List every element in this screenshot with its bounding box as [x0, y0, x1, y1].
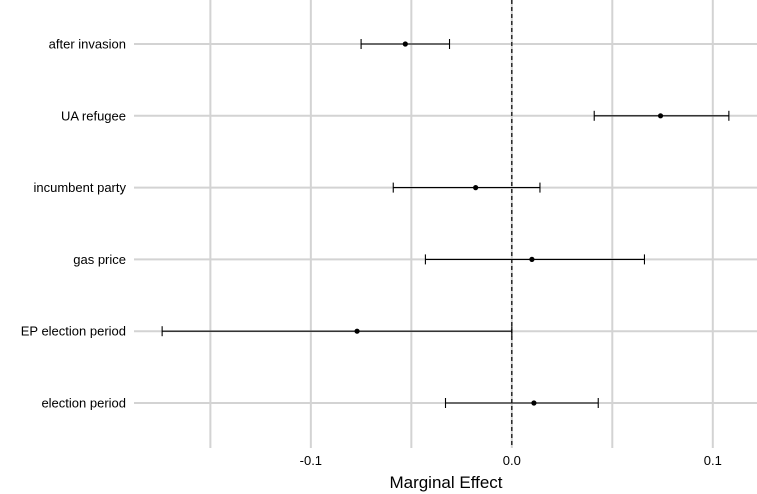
x-tick-label: 0.1 — [704, 453, 722, 468]
y-tick-label: incumbent party — [34, 180, 127, 195]
point-estimate — [473, 185, 479, 191]
x-axis-title: Marginal Effect — [389, 473, 502, 492]
point-estimate — [531, 400, 537, 406]
coefficient-ep-election-period — [161, 326, 513, 337]
coefficient-gas-price — [424, 254, 646, 265]
y-tick-label: after invasion — [49, 37, 126, 52]
point-estimate — [529, 256, 535, 262]
coefficient-ua-refugee — [593, 110, 730, 121]
coefficient-election-period — [444, 398, 599, 408]
coefficient-after-invasion — [360, 39, 451, 49]
point-estimate — [657, 113, 664, 119]
x-tick-label: 0.0 — [503, 453, 521, 468]
point-estimate — [354, 328, 360, 334]
point-estimate — [402, 41, 408, 47]
x-tick-label: -0.1 — [300, 453, 322, 468]
y-tick-label: gas price — [73, 252, 126, 267]
x-axis-labels: -0.1 0.0 0.1 — [300, 453, 722, 468]
grid-layer — [134, 0, 757, 448]
y-axis-labels: after invasion UA refugee incumbent party g… — [21, 37, 127, 411]
marks-layer — [161, 39, 730, 408]
y-tick-label: EP election period — [21, 324, 126, 339]
y-tick-label: election period — [41, 396, 126, 411]
coefficient-incumbent-party — [392, 182, 541, 193]
y-tick-label: UA refugee — [61, 108, 126, 123]
